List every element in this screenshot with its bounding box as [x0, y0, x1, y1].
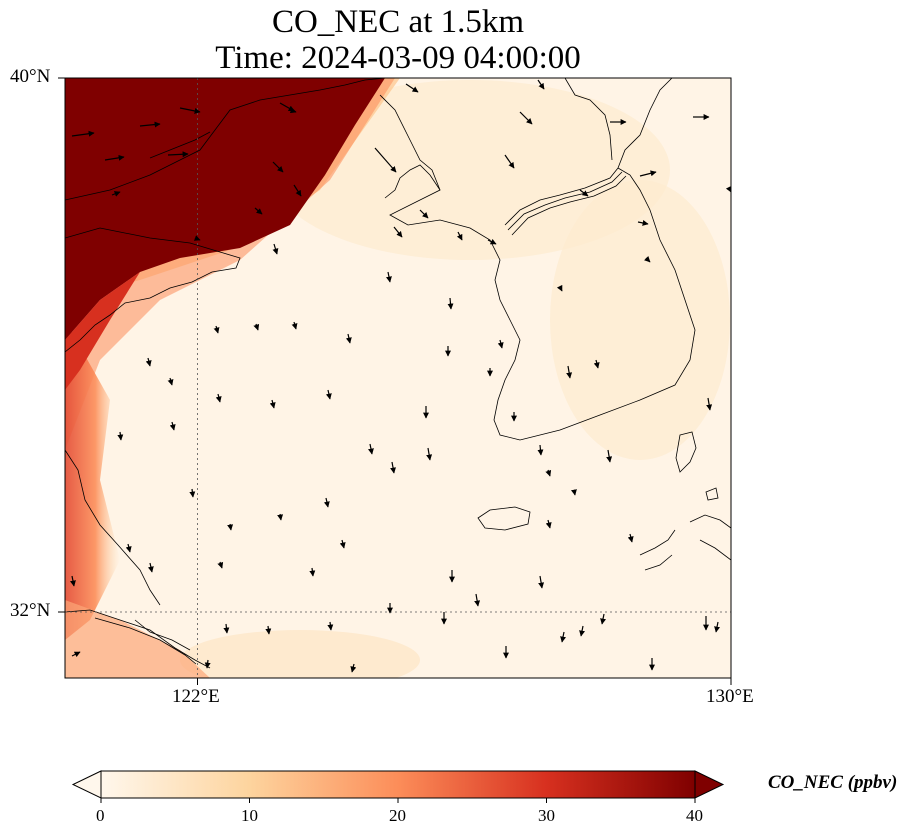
wind-arrow: [193, 235, 201, 241]
wind-arrow: [579, 625, 586, 637]
colorbar-tick-0: 0: [96, 806, 105, 825]
wind-arrow: [169, 421, 176, 431]
wind-arrow: [385, 271, 392, 283]
wind-arrow: [223, 623, 230, 634]
wind-arrow: [560, 631, 567, 643]
wind-arrow: [125, 543, 132, 553]
wind-arrow: [350, 663, 357, 673]
wind-arrow: [374, 147, 397, 173]
lat-label-32n: 32°N: [10, 600, 51, 621]
wind-arrow: [345, 333, 352, 344]
wind-arrow: [556, 284, 563, 292]
wind-arrow: [579, 189, 589, 197]
wind-arrow: [104, 154, 125, 161]
colorbar: [71, 770, 725, 803]
wind-arrow: [291, 321, 298, 330]
wind-arrow: [606, 449, 613, 463]
colorbar-min-extend: [71, 770, 102, 799]
wind-arrow: [497, 339, 504, 349]
wind-arrow: [537, 444, 544, 456]
wind-arrow: [593, 359, 600, 369]
wind-arrow: [519, 111, 533, 125]
wind-arrow: [474, 593, 481, 607]
map-frame: [64, 77, 732, 679]
wind-arrow: [69, 575, 76, 587]
wind-arrow: [637, 219, 649, 226]
coastlines: [65, 78, 731, 669]
wind-arrow: [570, 489, 577, 496]
wind-arrow: [600, 613, 607, 625]
gridlines: [65, 78, 731, 678]
colorbar-tick-10: 10: [241, 806, 258, 825]
wind-arrow: [215, 393, 222, 403]
wind-arrow: [167, 377, 174, 386]
wind-arrow: [566, 365, 573, 379]
wind-arrow: [272, 243, 279, 255]
wind-arrow: [327, 621, 334, 631]
wind-arrow: [117, 431, 124, 441]
wind-arrow: [167, 151, 189, 158]
wind-arrow: [254, 207, 263, 215]
wind-arrow: [253, 323, 260, 331]
wind-arrow: [147, 562, 154, 573]
wind-arrow: [145, 357, 152, 367]
wind-arrow: [213, 325, 220, 334]
wind-arrow: [639, 170, 657, 177]
wind-arrow: [390, 461, 396, 474]
wind-arrow: [293, 184, 302, 197]
wind-arrow: [139, 121, 161, 128]
wind-arrow: [265, 625, 272, 635]
colorbar-tick-30: 30: [538, 806, 555, 825]
map-title-line1: CO_NEC at 1.5km: [271, 4, 525, 40]
wind-arrow: [217, 561, 224, 569]
wind-arrow: [289, 107, 297, 114]
wind-arrow: [339, 539, 346, 549]
colorbar-label: CO_NEC (ppbv): [768, 772, 898, 793]
lon-label-122e: 122°E: [172, 686, 220, 707]
wind-arrow: [627, 533, 634, 543]
wind-arrow: [537, 79, 545, 90]
colorbar-tick-40: 40: [686, 806, 703, 825]
lon-label-130e: 130°E: [706, 686, 754, 707]
wind-arrow: [504, 154, 515, 169]
wind-vectors: [69, 79, 732, 673]
colorbar-max-extend: [694, 770, 725, 799]
wind-arrow: [269, 399, 276, 409]
wind-arrow: [644, 256, 651, 263]
wind-arrow: [405, 83, 419, 93]
wind-arrow: [393, 226, 403, 238]
wind-arrow: [277, 513, 284, 521]
wind-arrow: [325, 389, 332, 400]
wind-arrow: [272, 161, 284, 173]
wind-arrow: [323, 497, 330, 508]
wind-arrow: [367, 443, 374, 455]
wind-arrow: [426, 447, 433, 461]
map-title-line2: Time: 2024-03-09 04:00:00: [215, 40, 581, 76]
wind-arrow: [706, 397, 713, 411]
wind-arrow: [419, 209, 429, 219]
wind-arrow: [71, 651, 81, 658]
colorbar-gradient: [101, 771, 695, 798]
lat-label-40n: 40°N: [10, 66, 51, 87]
wind-arrow: [545, 519, 552, 529]
wind-arrow: [111, 191, 121, 197]
wind-arrow: [309, 567, 316, 577]
wind-arrow: [456, 231, 463, 241]
wind-arrow: [545, 469, 552, 477]
wind-arrow: [204, 659, 211, 669]
wind-arrow: [179, 107, 201, 114]
wind-arrow: [487, 238, 497, 245]
wind-arrow: [227, 523, 234, 531]
wind-arrow: [189, 488, 196, 498]
wind-arrow: [714, 621, 721, 633]
concentration-field: [65, 78, 731, 678]
colorbar-tick-20: 20: [389, 806, 406, 825]
axis-ticks: [58, 77, 732, 685]
wind-arrow: [538, 575, 545, 589]
wind-arrow: [71, 130, 95, 137]
wind-arrow: [447, 297, 454, 310]
